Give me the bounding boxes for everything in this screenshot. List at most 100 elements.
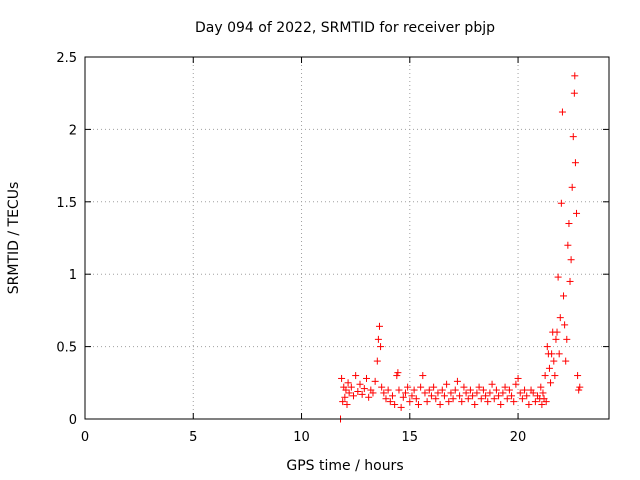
x-tick-label: 5 [189, 430, 197, 445]
data-point [505, 386, 513, 394]
data-point [375, 322, 383, 330]
y-tick-label: 0.5 [56, 341, 77, 356]
data-point [548, 350, 556, 358]
data-point [410, 386, 418, 394]
data-point [394, 369, 402, 377]
data-point [427, 392, 435, 400]
data-point [495, 392, 503, 400]
data-point [386, 398, 394, 406]
data-point [501, 383, 509, 391]
data-point [421, 389, 429, 397]
data-point [449, 395, 457, 403]
grid-lines [85, 57, 609, 419]
data-point [543, 343, 551, 351]
data-point [391, 401, 399, 409]
data-point [436, 401, 444, 409]
data-point [414, 401, 422, 409]
data-point [430, 383, 438, 391]
data-point [369, 389, 377, 397]
data-point [552, 335, 560, 343]
data-point [561, 321, 569, 329]
data-point [510, 398, 518, 406]
x-axis-title: GPS time / hours [286, 458, 403, 474]
data-point [490, 395, 498, 403]
data-point [482, 392, 490, 400]
data-point [469, 392, 477, 400]
data-point [574, 372, 582, 380]
data-point [473, 389, 481, 397]
data-point [356, 380, 364, 388]
data-point [571, 159, 579, 167]
data-point [523, 392, 531, 400]
data-point [575, 386, 583, 394]
data-point [503, 395, 511, 403]
y-axis-title: SRMTID / TECUs [6, 182, 22, 295]
chart-title: Day 094 of 2022, SRMTID for receiver pbj… [195, 20, 495, 36]
data-point [555, 350, 563, 358]
data-point [399, 393, 407, 401]
y-tick-labels: 0 0.5 1 1.5 2 2.5 [56, 51, 77, 428]
data-point [445, 398, 453, 406]
data-point [423, 398, 431, 406]
data-point [339, 398, 347, 406]
data-point [406, 398, 414, 406]
data-point [477, 395, 485, 403]
data-point [417, 383, 425, 391]
data-point [563, 335, 571, 343]
data-point [475, 383, 483, 391]
data-point [484, 398, 492, 406]
data-point [529, 389, 537, 397]
data-point [371, 377, 379, 385]
data-point [365, 393, 373, 401]
data-point [338, 374, 346, 382]
data-point [395, 386, 403, 394]
x-tick-label: 20 [510, 430, 527, 445]
data-point [488, 380, 496, 388]
data-point [486, 389, 494, 397]
data-point [453, 377, 461, 385]
data-point [456, 392, 464, 400]
data-point [358, 390, 366, 398]
data-point [568, 183, 576, 191]
plot-frame [84, 56, 610, 420]
data-point [393, 372, 401, 380]
data-point [382, 395, 390, 403]
x-tick-label: 15 [402, 430, 419, 445]
data-point [537, 383, 545, 391]
data-point [373, 357, 381, 365]
data-point [542, 398, 550, 406]
data-point [566, 277, 574, 285]
data-point [565, 220, 573, 228]
x-tick-label: 10 [293, 430, 310, 445]
data-point [388, 392, 396, 400]
data-point [538, 401, 546, 409]
data-point [516, 389, 524, 397]
y-tick-label: 0 [69, 413, 77, 428]
y-tick-label: 2.5 [56, 51, 77, 66]
data-point [460, 383, 468, 391]
data-point [499, 389, 507, 397]
data-point [440, 392, 448, 400]
data-point [560, 292, 568, 300]
data-point [408, 392, 416, 400]
data-point [553, 328, 561, 336]
data-point [432, 395, 440, 403]
data-point [412, 395, 420, 403]
data-point [380, 389, 388, 397]
data-point [531, 398, 539, 406]
data-point [508, 392, 516, 400]
data-point [557, 199, 565, 207]
data-point [573, 209, 581, 217]
data-point [556, 314, 564, 322]
data-point [576, 383, 584, 391]
data-point [497, 401, 505, 409]
data-point [419, 372, 427, 380]
data-point [562, 357, 570, 365]
data-point [443, 380, 451, 388]
data-point [471, 401, 479, 409]
data-point [344, 379, 352, 387]
data-point [341, 393, 349, 401]
x-tick-labels: 0 5 10 15 20 [81, 430, 526, 445]
data-point [547, 379, 555, 387]
